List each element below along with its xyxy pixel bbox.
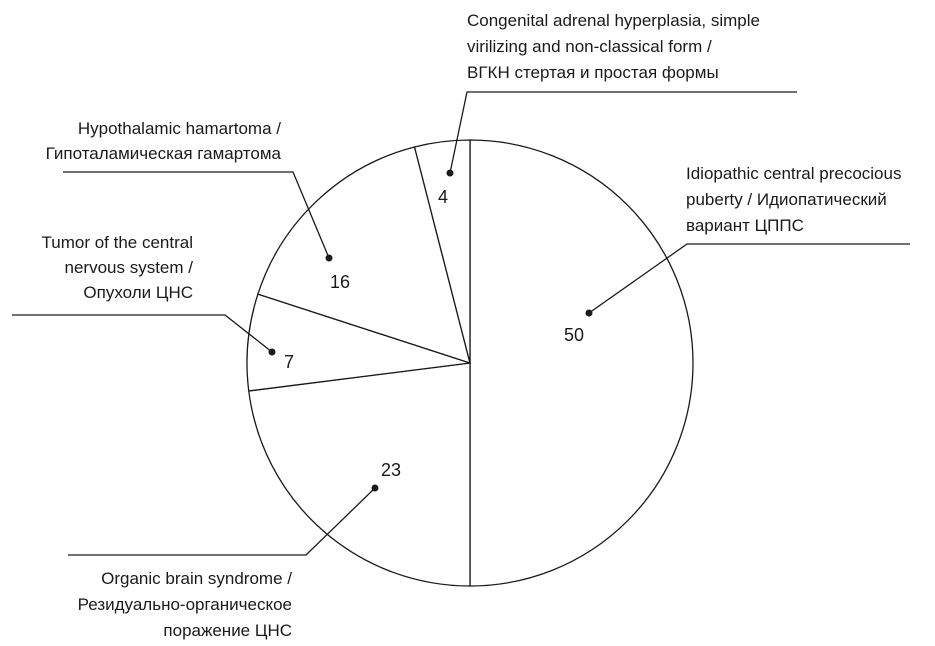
- leader-line-idiopathic: [588, 243, 910, 314]
- data-label-50: 50: [564, 325, 584, 345]
- leader-dot-hamartoma: [325, 254, 333, 262]
- leader-dot-organic: [371, 484, 379, 492]
- leader-line-hamartoma: [63, 171, 330, 259]
- label-line: puberty / Идиопатический: [686, 190, 887, 209]
- pie-slice-16: [257, 146, 471, 364]
- label-line: Organic brain syndrome /: [101, 569, 292, 588]
- category-label-organic: Organic brain syndrome / Резидуально-орг…: [78, 569, 293, 640]
- data-label-16: 16: [330, 272, 350, 292]
- leader-dot-idiopathic: [585, 309, 593, 317]
- label-line: Tumor of the central: [42, 233, 194, 252]
- label-line: Опухоли ЦНС: [83, 283, 193, 302]
- label-line: вариант ЦППС: [686, 216, 804, 235]
- pie-slice-4: [413, 139, 471, 364]
- label-line: Резидуально-органическое: [78, 595, 292, 614]
- pie-slice-23: [248, 362, 471, 587]
- leader-line-tumor: [12, 314, 273, 353]
- label-line: Idiopathic central precocious: [686, 164, 901, 183]
- label-line: Hypothalamic hamartoma /: [78, 119, 281, 138]
- label-line: virilizing and non-classical form /: [467, 37, 712, 56]
- label-line: поражение ЦНС: [163, 621, 292, 640]
- label-line: Congenital adrenal hyperplasia, simple: [467, 11, 760, 30]
- category-label-hamartoma: Hypothalamic hamartoma / Гипоталамическа…: [46, 119, 282, 163]
- category-label-tumor: Tumor of the central nervous system / Оп…: [42, 233, 194, 302]
- leader-dot-cah: [446, 169, 454, 177]
- leader-line-organic: [68, 487, 376, 556]
- label-line: nervous system /: [65, 258, 194, 277]
- label-line: ВГКН стертая и простая формы: [467, 63, 719, 82]
- leader-line-cah: [449, 91, 797, 174]
- pie-slice-50: [469, 139, 694, 587]
- label-line: Гипоталамическая гамартома: [46, 144, 282, 163]
- data-label-7: 7: [284, 352, 294, 372]
- data-label-4: 4: [438, 187, 448, 207]
- data-label-23: 23: [381, 460, 401, 480]
- category-label-cah: Congenital adrenal hyperplasia, simple v…: [467, 11, 760, 82]
- category-label-idiopathic: Idiopathic central precocious puberty / …: [686, 164, 901, 235]
- leader-dot-tumor: [268, 348, 276, 356]
